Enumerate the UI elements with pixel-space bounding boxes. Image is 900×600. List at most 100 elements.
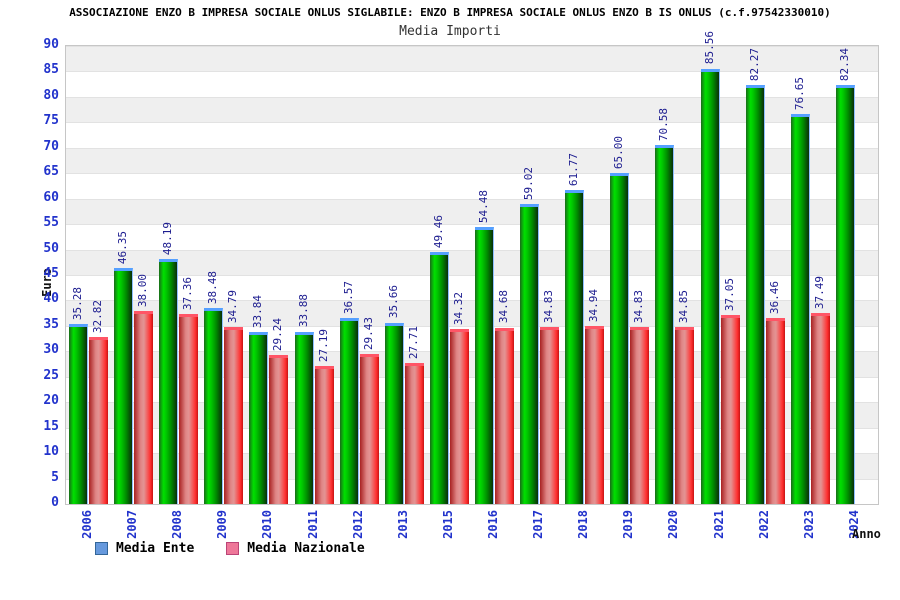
bar-group-2012: 36.57 29.43 2012 (337, 46, 382, 539)
bar-media-ente-2009 (204, 308, 224, 504)
bar-media-nazionale-2006 (89, 336, 108, 504)
y-tick-55: 55 (43, 215, 59, 231)
value-label-media-ente-2018: 61.77 (567, 152, 581, 186)
bar-media-nazionale-2016 (495, 327, 514, 504)
bar-group-2013: 35.66 27.71 2013 (382, 46, 427, 539)
x-tick-2020: 2020 (666, 510, 681, 539)
y-tick-0: 0 (51, 495, 59, 510)
legend-label-media-nazionale: Media Nazionale (247, 541, 365, 556)
x-tick-2012: 2012 (350, 510, 365, 539)
plot-band (66, 46, 878, 72)
plot-band (66, 173, 878, 199)
x-tick-2015: 2015 (440, 510, 455, 539)
bar-group-2020: 70.58 34.85 2020 (652, 46, 697, 539)
bar-media-ente-2022 (745, 85, 765, 504)
value-label-media-nazionale-2013: 27.71 (406, 325, 420, 359)
bar-media-ente-2019 (610, 173, 630, 504)
y-tick-50: 50 (43, 240, 59, 256)
value-label-media-ente-2016: 54.48 (477, 189, 490, 223)
bar-group-2006: 35.28 32.82 2006 (66, 46, 111, 539)
value-label-media-ente-2020: 70.58 (657, 107, 671, 141)
y-tick-15: 15 (43, 418, 59, 434)
bar-media-nazionale-2022 (765, 318, 785, 504)
value-label-media-nazionale-2006: 32.82 (91, 299, 104, 333)
bar-group-2010: 33.84 29.24 2010 (246, 46, 291, 539)
bar-media-ente-2012 (339, 317, 359, 504)
bar-media-nazionale-2019 (630, 326, 650, 504)
value-label-media-ente-2007: 46.35 (116, 231, 130, 265)
bar-media-nazionale-2010 (269, 355, 289, 504)
x-tick-2023: 2023 (801, 510, 816, 539)
bar-group-2015: 49.46 34.32 2015 (427, 46, 472, 539)
bar-media-ente-2015 (429, 252, 449, 504)
legend: Media Ente Media Nazionale (95, 541, 365, 556)
bar-media-nazionale-2008 (179, 313, 199, 504)
value-label-media-nazionale-2021: 37.05 (722, 278, 736, 312)
plot-band (66, 249, 878, 275)
bar-media-nazionale-2020 (675, 326, 695, 504)
value-label-media-ente-2021: 85.56 (702, 31, 716, 65)
value-label-media-nazionale-2007: 38.00 (136, 273, 150, 307)
x-tick-2021: 2021 (711, 510, 726, 539)
value-label-media-ente-2022: 82.27 (747, 48, 761, 82)
bar-media-ente-2013 (384, 322, 404, 504)
bar-group-2024: 82.34 2024 (833, 46, 878, 539)
value-label-media-ente-2009: 38.48 (206, 271, 220, 305)
bar-media-ente-2010 (249, 331, 269, 504)
value-label-media-ente-2011: 33.88 (296, 294, 310, 328)
x-tick-2022: 2022 (756, 510, 771, 539)
value-label-media-nazionale-2008: 37.36 (181, 276, 195, 310)
plot-band (66, 376, 878, 403)
x-tick-2007: 2007 (125, 510, 140, 539)
plot-band (66, 71, 878, 97)
bar-media-ente-2011 (294, 331, 314, 504)
bar-group-2009: 38.48 34.79 2009 (201, 46, 246, 539)
value-label-media-ente-2008: 48.19 (161, 221, 175, 255)
value-label-media-nazionale-2016: 34.68 (497, 290, 510, 324)
bar-media-ente-2018 (565, 189, 585, 504)
y-tick-70: 70 (43, 138, 59, 154)
plot-band (66, 427, 878, 454)
x-tick-2008: 2008 (170, 510, 185, 539)
plot-band (66, 325, 878, 352)
plot-band (66, 147, 878, 174)
bar-group-2018: 61.77 34.94 2018 (562, 46, 607, 539)
x-axis-label: Anno (852, 527, 881, 541)
y-tick-40: 40 (43, 291, 59, 307)
bar-media-nazionale-2007 (134, 310, 154, 504)
value-label-media-nazionale-2020: 34.85 (677, 289, 691, 323)
value-label-media-ente-2010: 33.84 (251, 294, 265, 328)
x-tick-2009: 2009 (215, 510, 230, 539)
y-tick-60: 60 (43, 189, 59, 205)
legend-swatch-media-ente-icon (95, 542, 108, 555)
value-label-media-ente-2013: 35.66 (386, 285, 400, 319)
bar-media-nazionale-2017 (540, 326, 560, 504)
value-label-media-ente-2012: 36.57 (341, 280, 355, 314)
legend-swatch-media-nazionale-icon (226, 542, 240, 555)
x-tick-2006: 2006 (80, 510, 94, 539)
y-tick-85: 85 (43, 62, 59, 78)
value-label-media-nazionale-2012: 29.43 (361, 317, 375, 351)
bar-media-ente-2021 (700, 68, 720, 504)
plot-area: 35.28 32.82 2006 46.35 38.00 2007 48.19 37.36 20… (65, 31, 879, 539)
report-header: ASSOCIAZIONE ENZO B IMPRESA SOCIALE ONLU… (69, 6, 831, 19)
y-tick-10: 10 (43, 444, 59, 460)
bar-media-ente-2020 (655, 144, 675, 504)
value-label-media-nazionale-2015: 34.32 (451, 292, 465, 326)
plot-band (66, 402, 878, 428)
bar-group-2023: 76.65 37.49 2023 (788, 46, 833, 539)
bar-media-ente-2008 (159, 258, 179, 504)
bar-group-2019: 65.00 34.83 2019 (607, 46, 652, 539)
value-label-media-nazionale-2023: 37.49 (812, 276, 826, 310)
value-label-media-ente-2019: 65.00 (612, 136, 626, 170)
x-tick-2010: 2010 (260, 510, 275, 539)
y-tick-45: 45 (43, 266, 59, 281)
bar-group-2011: 33.88 27.19 2011 (292, 46, 337, 539)
bar-group-2016: 54.48 34.68 2016 (472, 46, 517, 539)
bar-media-nazionale-2023 (810, 313, 830, 504)
y-tick-20: 20 (43, 393, 59, 409)
x-tick-2016: 2016 (486, 510, 500, 539)
value-label-media-ente-2017: 59.02 (522, 166, 536, 200)
x-tick-2018: 2018 (576, 510, 591, 539)
